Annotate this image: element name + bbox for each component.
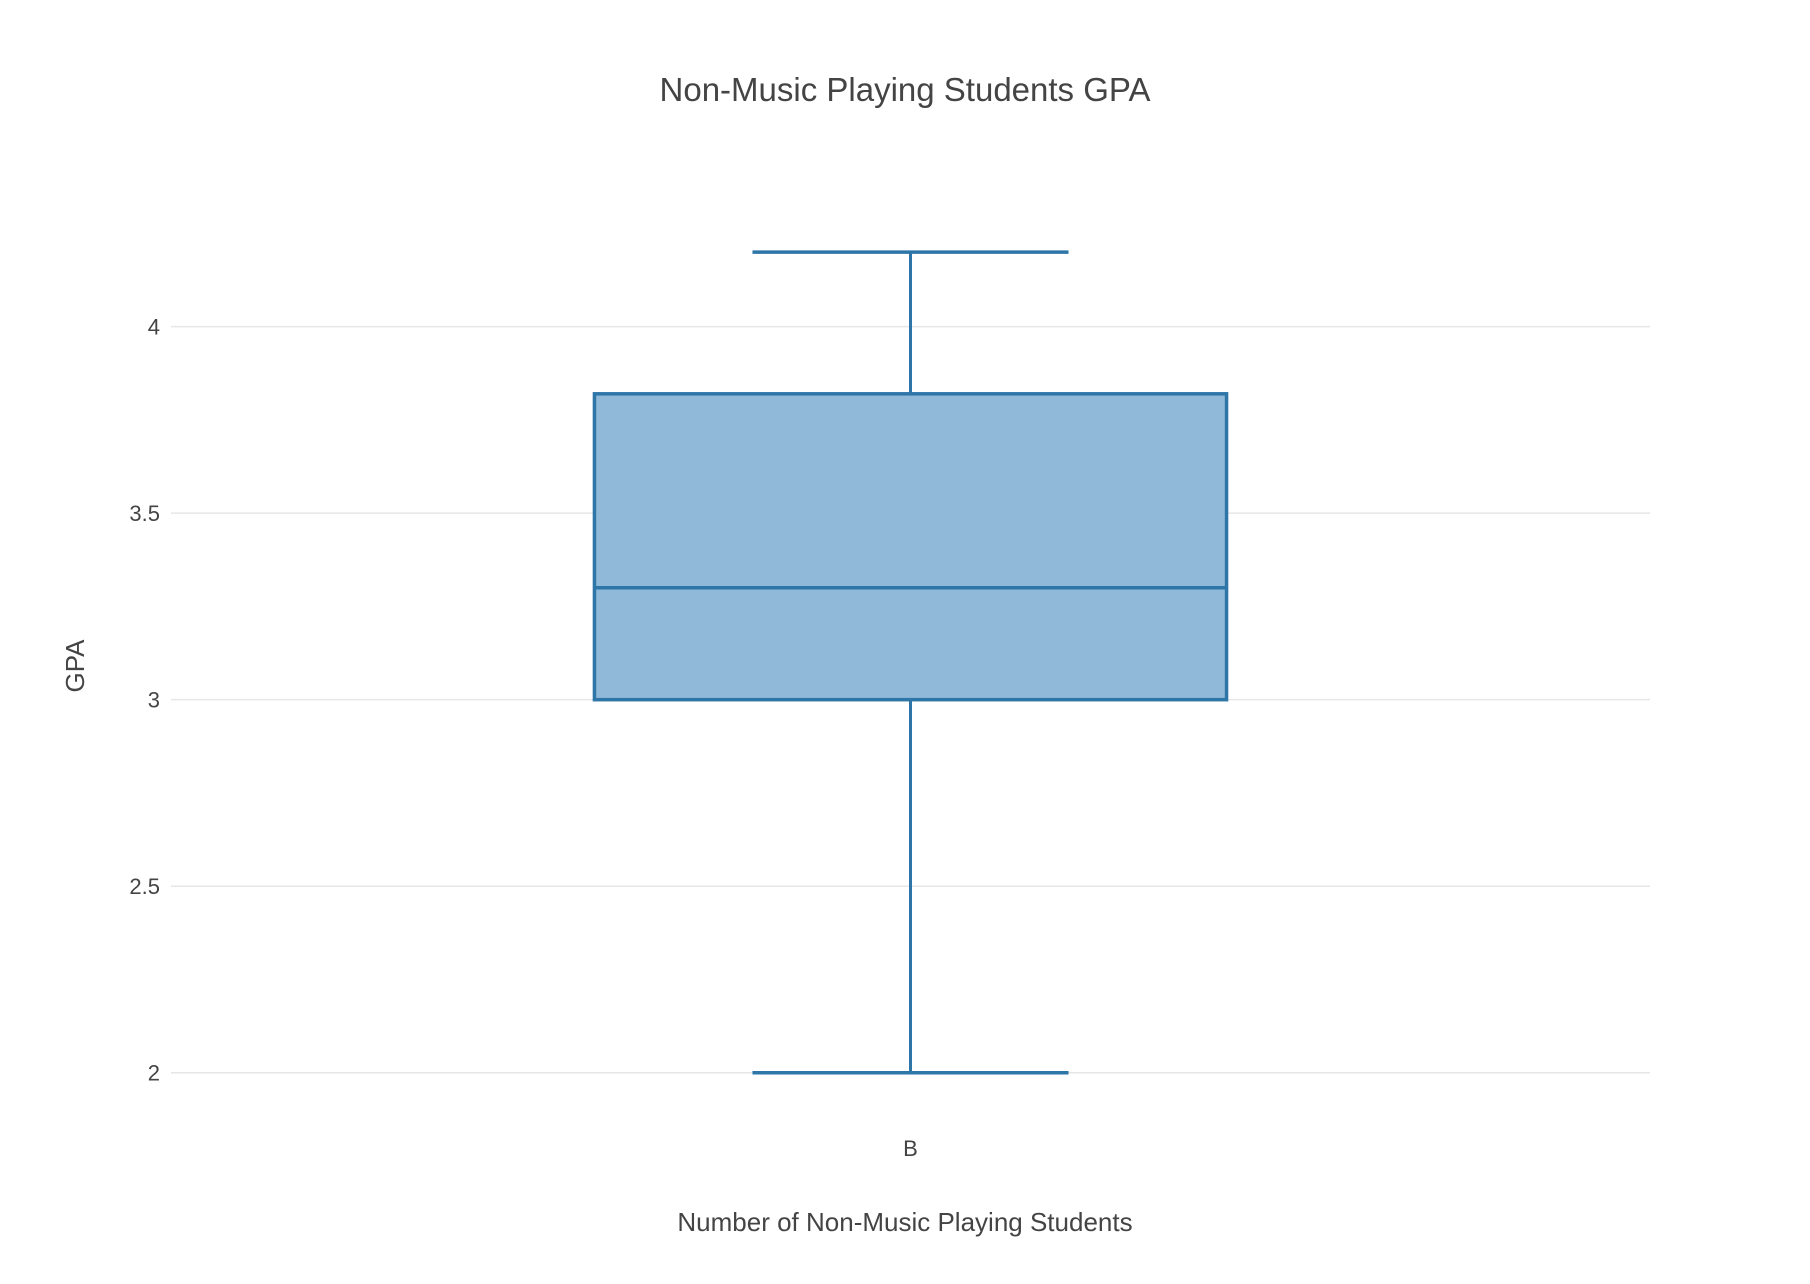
y-tick-label: 2 — [148, 1061, 160, 1086]
box-traces — [592, 250, 1229, 1075]
y-tick-labels: 2 2.5 3 3.5 4 — [129, 315, 160, 1086]
y-tick-label: 3 — [148, 688, 160, 713]
interquartile-box — [592, 392, 1229, 702]
y-tick-label: 2.5 — [129, 874, 160, 899]
y-tick-label: 4 — [148, 315, 160, 340]
chart-title: Non-Music Playing Students GPA — [660, 71, 1151, 108]
box-trace — [592, 250, 1229, 1075]
x-tick-label: B — [903, 1136, 918, 1161]
y-tick-label: 3.5 — [129, 501, 160, 526]
x-axis-title: Number of Non-Music Playing Students — [677, 1207, 1132, 1237]
y-axis-title: GPA — [60, 639, 90, 693]
x-tick-labels: B — [903, 1136, 918, 1161]
